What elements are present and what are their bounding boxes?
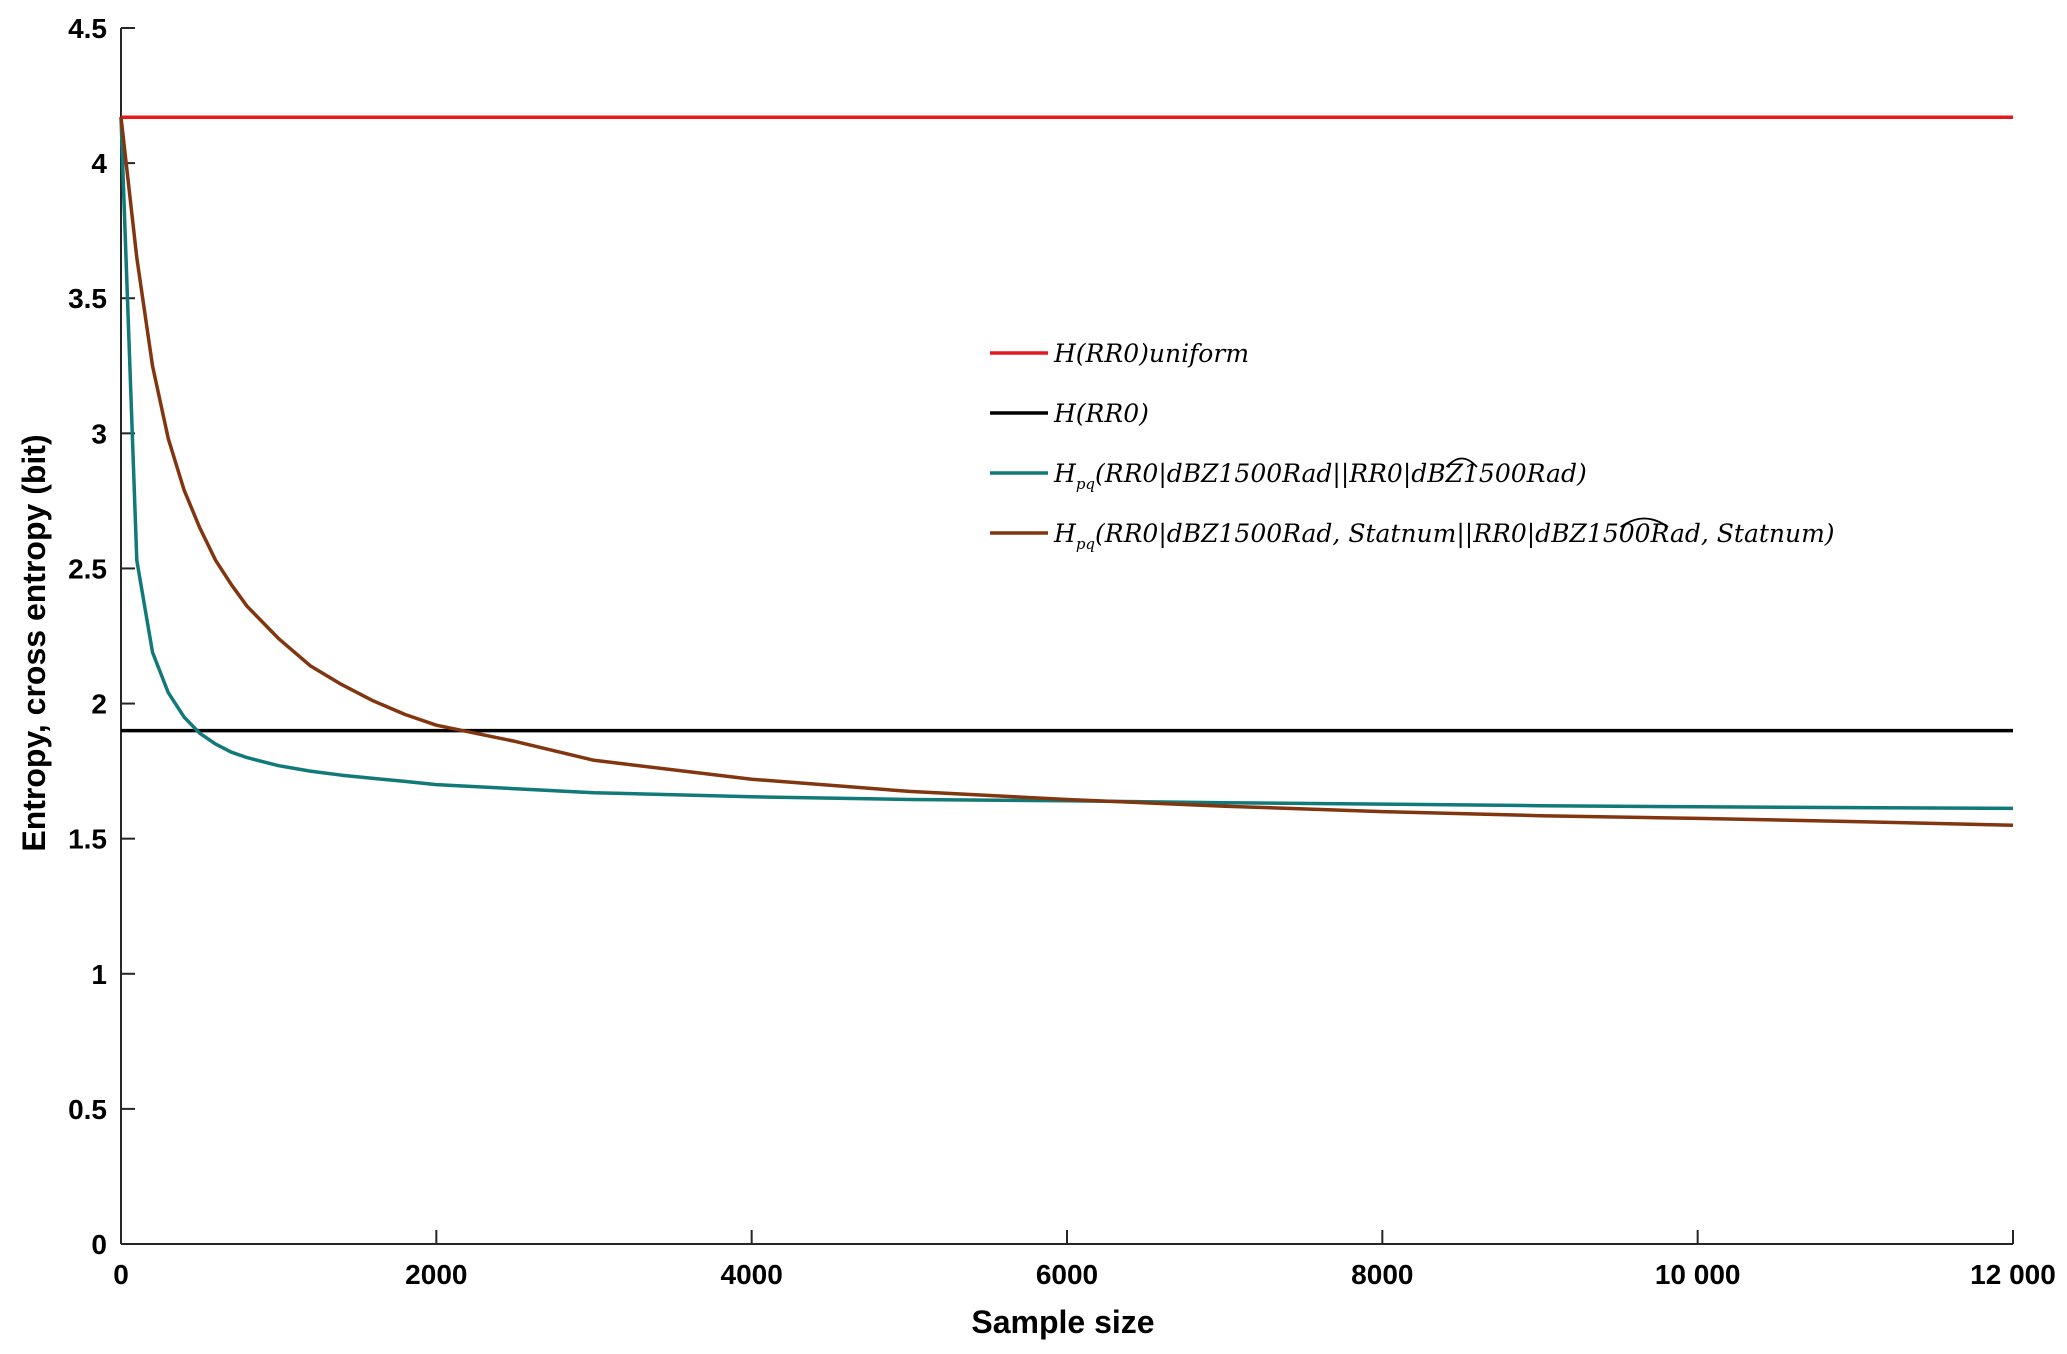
y-tick-label: 4	[91, 148, 107, 179]
y-tick-label: 2.5	[68, 553, 107, 584]
legend-subscript: pq	[1076, 475, 1095, 493]
legend-entry-label: Hpq(RR0|dBZ1500Rad, Statnum||RR0|dBZ1500…	[1053, 519, 1835, 553]
legend-text-part: H	[1053, 459, 1077, 488]
legend-subscript: pq	[1076, 535, 1095, 553]
legend-entry-label: H(RR0)	[1053, 399, 1149, 428]
legend-text-part: ad, Statnum)	[1670, 519, 1835, 548]
x-tick-label: 4000	[721, 1259, 783, 1290]
legend: H(RR0)uniformH(RR0)Hpq(RR0|dBZ1500Rad||R…	[990, 339, 1835, 553]
x-tick-label: 8000	[1351, 1259, 1413, 1290]
legend-text-part: H(RR0)uniform	[1053, 339, 1249, 368]
x-tick-label: 2000	[405, 1259, 467, 1290]
series-line-4	[119, 117, 2014, 827]
x-tick-label: 12 000	[1970, 1259, 2056, 1290]
legend-text-part: H(RR0)	[1053, 399, 1149, 428]
series-line-3	[119, 117, 2014, 811]
y-tick-label: 0.5	[68, 1094, 107, 1125]
legend-text-part: (RR0|dBZ1500Rad||RR0|dB	[1095, 459, 1446, 489]
wide-hat-accent	[1445, 457, 1478, 468]
axes: 0 2000 4000 6000 8000 10 000 12 000 0 0.5 1 1.5 2 2.…	[68, 13, 2056, 1290]
legend-text-part: 500Rad)	[1479, 459, 1587, 488]
legend-entry-label: Hpq(RR0|dBZ1500Rad||RR0|dBZ1500Rad)	[1053, 459, 1587, 493]
x-tick-label: 0	[113, 1259, 129, 1290]
x-axis-label: Sample size	[971, 1304, 1154, 1340]
y-tick-label: 3.5	[68, 283, 107, 314]
y-axis-label: Entropy, cross entropy (bit)	[16, 434, 52, 851]
x-tick-label: 6000	[1036, 1259, 1098, 1290]
legend-text-part: (RR0|dBZ1500Rad, Statnum||RR0|dBZ15	[1095, 519, 1619, 549]
y-tick-label: 0	[91, 1229, 107, 1260]
y-tick-label: 4.5	[68, 13, 107, 44]
y-tick-label: 3	[91, 418, 107, 449]
y-tick-label: 1	[91, 959, 107, 990]
x-tick-label: 10 000	[1655, 1259, 1741, 1290]
wide-hat-accent	[1620, 517, 1669, 528]
y-tick-label: 2	[91, 689, 107, 720]
legend-text-part: H	[1053, 519, 1077, 548]
series-lines	[119, 115, 2014, 827]
y-tick-label: 1.5	[68, 824, 107, 855]
legend-entry-label: H(RR0)uniform	[1053, 339, 1249, 368]
